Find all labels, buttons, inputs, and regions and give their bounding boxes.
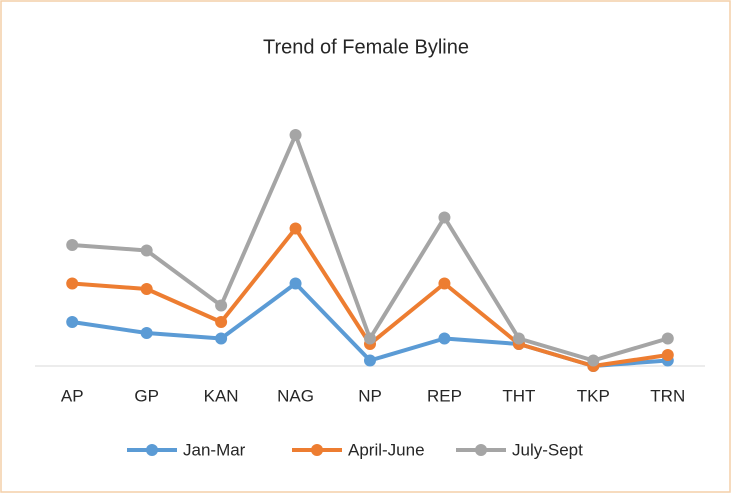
x-tick-label: TRN	[650, 386, 685, 405]
legend-label: April-June	[348, 440, 425, 459]
data-point	[140, 327, 153, 339]
data-point	[289, 222, 302, 235]
x-tick-label: KAN	[204, 386, 239, 405]
data-point	[66, 239, 79, 251]
legend-marker	[311, 444, 323, 456]
data-point	[215, 332, 228, 345]
data-point	[289, 277, 302, 290]
data-point	[438, 332, 451, 345]
data-point	[364, 332, 376, 345]
data-point	[661, 349, 674, 361]
data-point	[364, 354, 376, 367]
data-point	[438, 211, 451, 224]
x-tick-label: NP	[358, 386, 382, 405]
data-point	[289, 129, 302, 141]
x-tick-label: THT	[502, 386, 535, 405]
legend-label: Jan-Mar	[183, 440, 246, 459]
x-tick-label: NAG	[277, 386, 314, 405]
x-tick-label: REP	[427, 386, 462, 405]
data-point	[140, 244, 153, 257]
legend-label: July-Sept	[512, 440, 583, 459]
data-point	[215, 316, 228, 328]
data-point	[438, 277, 451, 290]
data-point	[587, 354, 600, 367]
legend-marker	[475, 444, 487, 456]
x-tick-label: TKP	[577, 386, 610, 405]
chart-title: Trend of Female Byline	[263, 36, 469, 58]
data-point	[140, 283, 153, 295]
data-point	[66, 316, 79, 328]
data-point	[66, 277, 79, 290]
data-point	[215, 299, 228, 312]
legend-marker	[146, 444, 158, 456]
data-point	[661, 332, 674, 345]
data-point	[512, 332, 525, 345]
x-tick-label: AP	[61, 386, 84, 405]
x-tick-label: GP	[134, 386, 159, 405]
